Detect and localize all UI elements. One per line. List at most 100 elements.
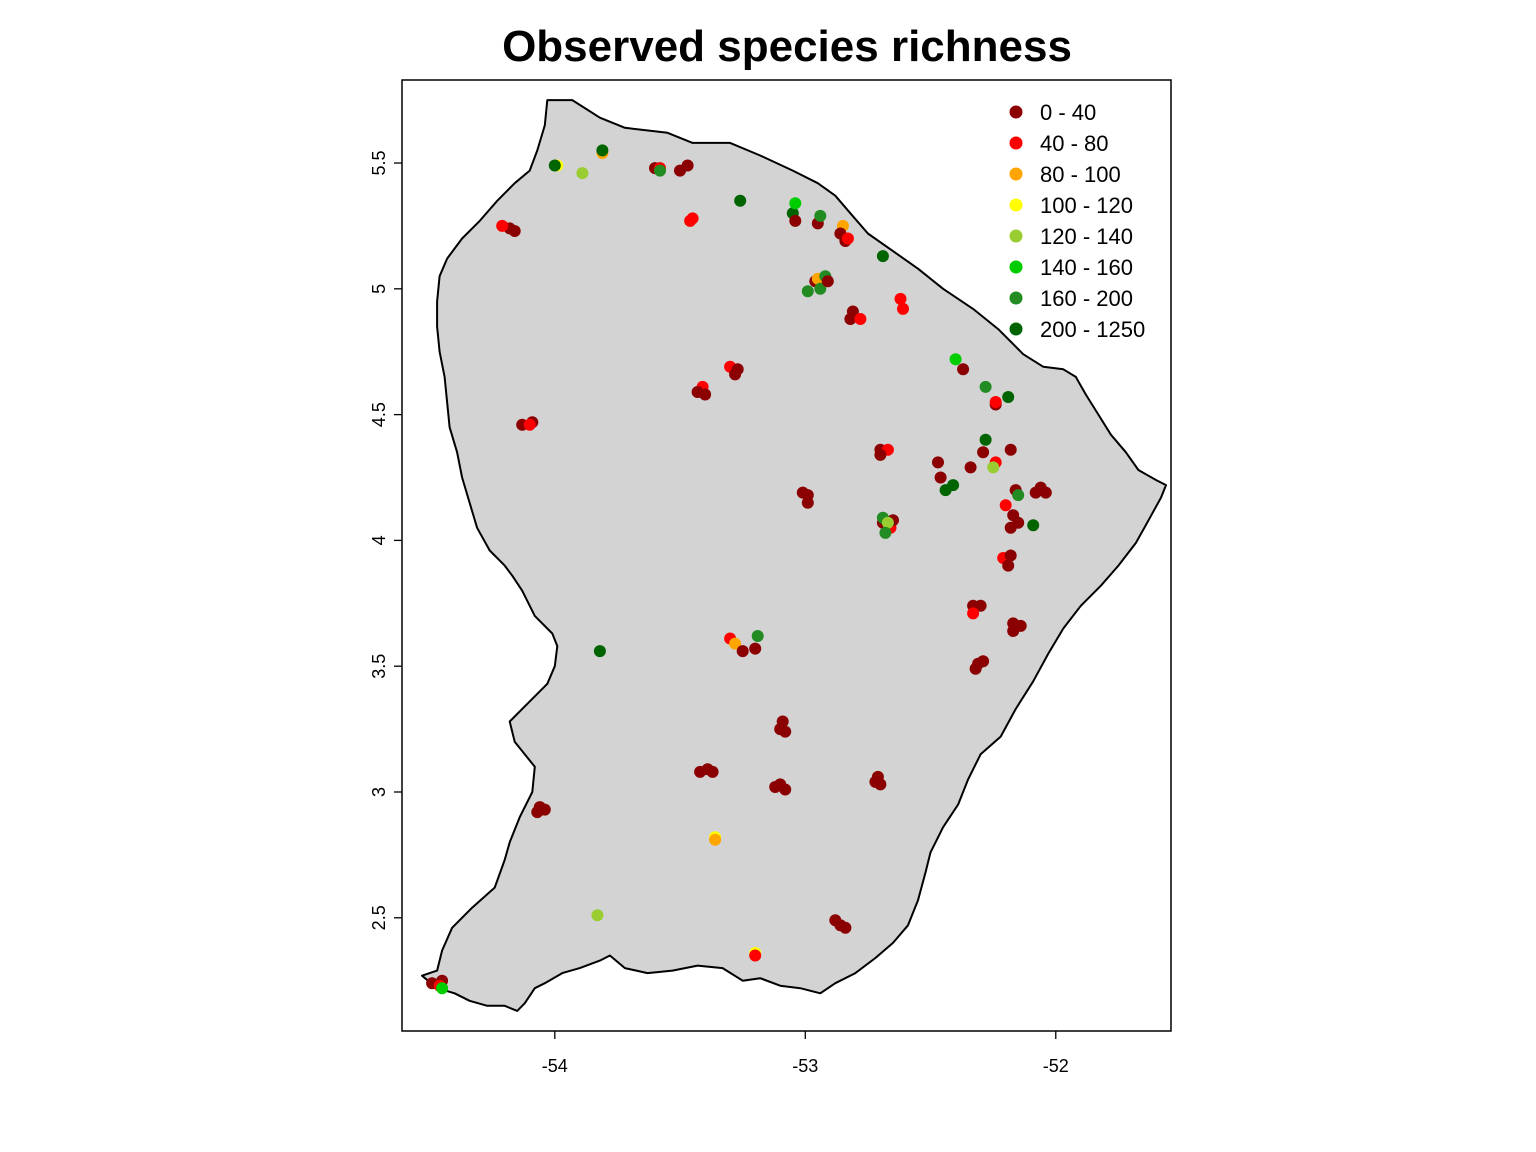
data-point [591,909,604,922]
data-point [949,353,962,366]
data-point [523,418,536,431]
data-point [801,285,814,298]
data-point [686,212,699,225]
data-point [874,448,887,461]
data-point [736,645,749,658]
data-point [709,833,722,846]
data-point [869,775,882,788]
data-point [751,630,764,642]
data-point [1012,489,1025,502]
data-point [1039,486,1052,499]
y-tick-label: 3 [369,787,389,797]
plot-frame [401,79,1172,1032]
data-point [789,214,802,227]
data-point [1027,519,1040,532]
legend-swatch [1009,167,1023,181]
data-point [729,637,742,650]
data-point [593,645,606,658]
x-tick-label: -54 [542,1056,568,1076]
data-point [989,396,1002,408]
data-point [934,471,947,484]
data-point [974,599,987,612]
data-point [879,526,892,539]
data-point [654,164,666,177]
data-point [531,806,544,819]
data-point [734,194,747,207]
chart-title: Observed species richness [502,22,1072,71]
legend-swatch [1009,136,1023,150]
region-outline [421,99,1167,1012]
data-point [749,949,762,962]
legend-label: 40 - 80 [1040,131,1109,156]
data-point [897,302,909,315]
data-point [964,461,977,474]
data-point [779,783,792,796]
data-point [699,388,712,401]
data-point [496,219,509,232]
legend-label: 120 - 140 [1040,224,1133,249]
y-tick-label: 5 [369,284,389,294]
x-axis: -54 -53 -52 [542,1031,1069,1076]
legend-label: 80 - 100 [1040,162,1121,187]
legend-label: 100 - 120 [1040,193,1133,218]
data-point [1004,549,1017,562]
legend-swatch [1009,105,1023,119]
data-point [821,275,834,288]
data-point [801,496,814,509]
data-point [894,292,907,305]
legend-swatch [1009,229,1023,243]
data-point [969,662,982,675]
data-point [967,607,980,620]
data-point [854,313,867,325]
data-point [749,642,762,655]
data-point [814,209,827,222]
data-point [789,197,802,210]
data-point [844,313,857,325]
legend-label: 160 - 200 [1040,286,1133,311]
legend-label: 140 - 160 [1040,255,1133,280]
data-point [979,433,992,446]
x-tick-label: -53 [792,1056,818,1076]
data-point [779,725,792,738]
data-point [576,167,589,180]
y-tick-label: 4.5 [369,402,389,427]
data-point [977,655,990,668]
y-tick-label: 2.5 [369,905,389,930]
points-layer [426,144,1052,995]
data-point [1029,486,1042,499]
data-point [1002,391,1015,403]
data-point [436,982,449,995]
data-point [881,516,894,529]
data-point [876,250,889,263]
data-point [814,282,827,295]
y-tick-label: 4 [369,535,389,545]
legend-swatch [1009,260,1023,274]
x-tick-label: -52 [1043,1056,1069,1076]
data-point [839,921,852,934]
legend-label: 200 - 1250 [1040,317,1145,342]
data-point [999,499,1012,512]
data-point [939,484,952,497]
y-tick-label: 5.5 [369,150,389,175]
legend-swatch [1009,291,1023,305]
data-point [957,363,970,376]
data-point [681,159,694,172]
data-point [932,456,944,469]
data-point [987,461,1000,474]
data-point [1004,443,1017,456]
y-tick-label: 3.5 [369,654,389,679]
data-point [769,781,782,793]
data-point [841,232,854,245]
data-point [979,380,992,393]
legend-swatch [1009,198,1023,212]
legend-swatch [1009,322,1023,336]
data-point [1002,559,1015,572]
data-point [508,225,521,237]
data-point [596,144,609,157]
plot-area [401,79,1172,1032]
legend-label: 0 - 40 [1040,100,1096,125]
data-point [706,765,719,778]
data-point [977,446,990,459]
y-axis: 2.5 3 3.5 4 4.5 5 5.5 [369,150,402,930]
